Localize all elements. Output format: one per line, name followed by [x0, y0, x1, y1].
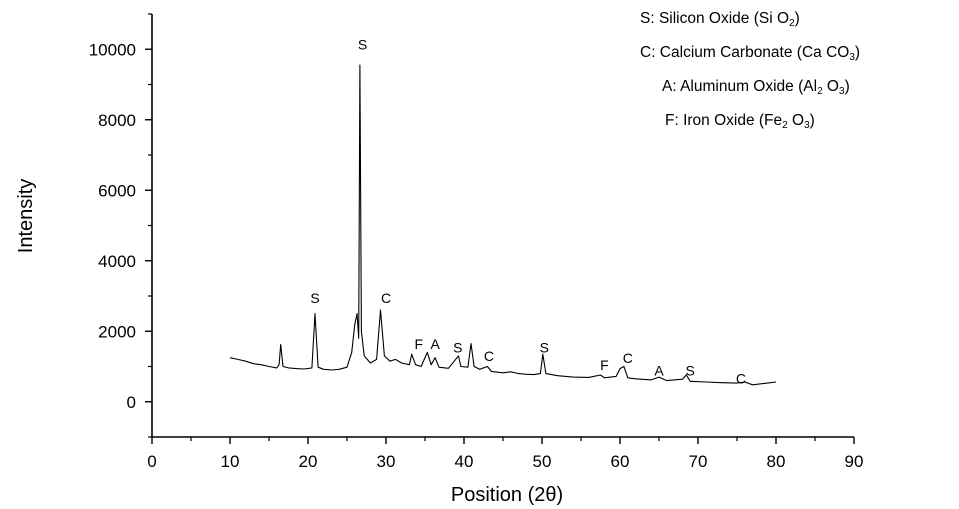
legend-item-iron-oxide: F: Iron Oxide (Fe2 O3) — [665, 112, 815, 131]
x-tick-label-70: 70 — [689, 452, 708, 471]
x-tick-label-20: 20 — [299, 452, 318, 471]
x-tick-label-10: 10 — [221, 452, 240, 471]
x-tick-label-90: 90 — [845, 452, 864, 471]
x-axis-title: Position (2θ) — [451, 484, 563, 506]
series-line-0 — [229, 64, 777, 386]
peak-label-f-8: F — [600, 357, 609, 373]
legend-item-calcium-carbonate: C: Calcium Carbonate (Ca CO3) — [640, 44, 861, 63]
peak-label-s-7: S — [540, 339, 549, 355]
peak-label-f-3: F — [414, 336, 423, 352]
x-tick-label-30: 30 — [377, 452, 396, 471]
x-tick-label-40: 40 — [455, 452, 474, 471]
y-axis-title: Intensity — [15, 179, 37, 253]
peak-label-s-0: S — [310, 290, 319, 306]
y-tick-label-2000: 2000 — [98, 322, 136, 341]
legend: S: Silicon Oxide (Si O2) C: Calcium Carb… — [640, 4, 860, 140]
y-tick-label-8000: 8000 — [98, 111, 136, 130]
peak-label-s-5: S — [453, 339, 462, 355]
x-tick-label-80: 80 — [767, 452, 786, 471]
x-tick-label-50: 50 — [533, 452, 552, 471]
peak-label-a-10: A — [654, 362, 664, 378]
peak-label-a-4: A — [430, 336, 440, 352]
x-tick-label-60: 60 — [611, 452, 630, 471]
peak-label-s-11: S — [686, 362, 695, 378]
peak-label-c-9: C — [623, 350, 633, 366]
series — [229, 64, 777, 386]
peak-label-s-1: S — [358, 36, 367, 52]
ticks: 0 10 20 30 40 50 60 70 80 90 0 2000 4000 6000 8000 1000… — [89, 13, 864, 471]
y-tick-label-4000: 4000 — [98, 252, 136, 271]
y-tick-label-10000: 10000 — [89, 40, 136, 59]
x-tick-label-0: 0 — [147, 452, 156, 471]
peak-label-c-12: C — [736, 370, 746, 386]
y-tick-label-6000: 6000 — [98, 181, 136, 200]
peak-label-c-2: C — [381, 290, 391, 306]
legend-item-silicon-oxide: S: Silicon Oxide (Si O2) — [640, 10, 800, 29]
legend-item-aluminum-oxide: A: Aluminum Oxide (Al2 O3) — [662, 78, 850, 97]
peak-label-c-6: C — [484, 348, 494, 364]
y-tick-label-0: 0 — [127, 393, 136, 412]
